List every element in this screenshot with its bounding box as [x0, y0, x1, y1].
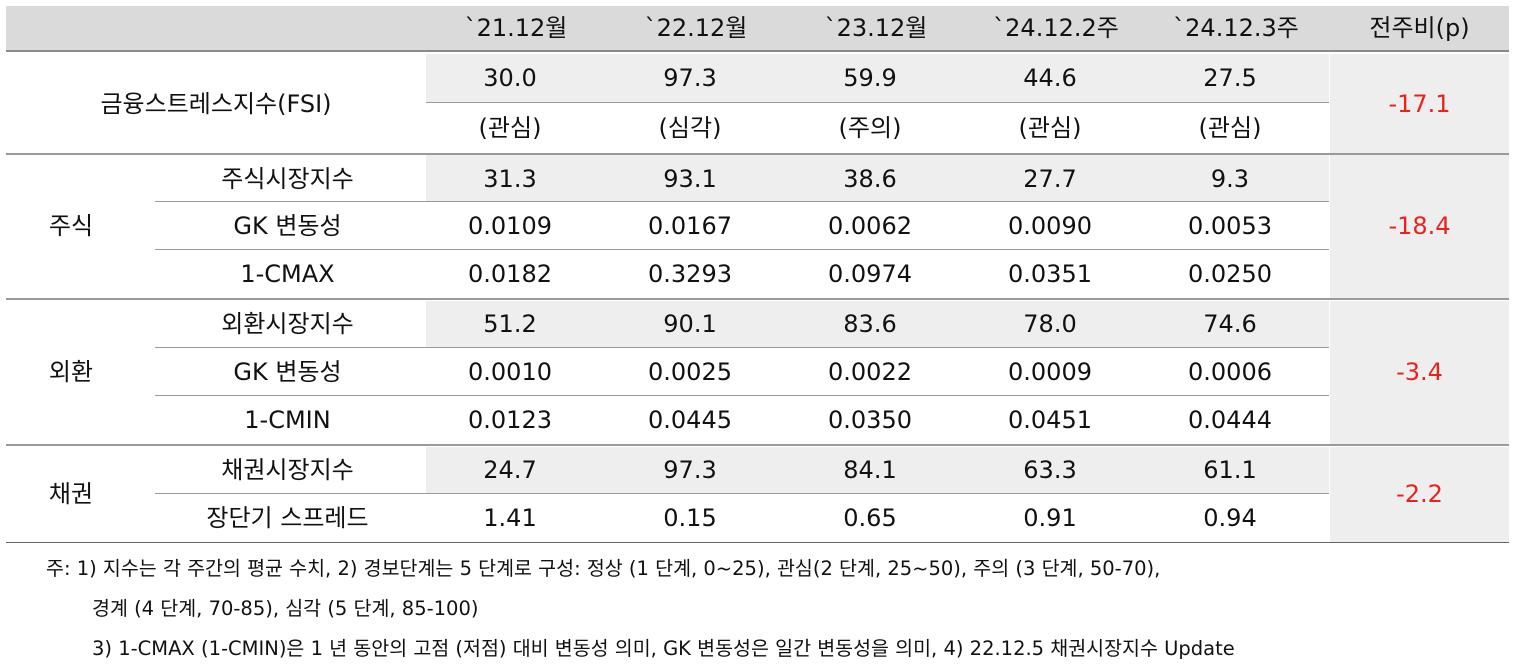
cell-value: 0.0451 [1008, 406, 1092, 434]
cell-value: 0.91 [1023, 504, 1077, 532]
fx-index-band [426, 301, 1329, 347]
cell-value: 0.0182 [468, 260, 552, 288]
bond-weekly-change: -2.2 [1396, 480, 1443, 508]
row-divider [155, 395, 1329, 396]
footnote-line-2: 경계 (4 단계, 70-85), 심각 (5 단계, 85-100) [92, 597, 479, 620]
row-label: 장단기 스프레드 [206, 504, 369, 532]
fsi-values-band [426, 54, 1329, 102]
cell-value: 0.0350 [828, 406, 912, 434]
cell-value: 0.0250 [1188, 260, 1272, 288]
group-separator [6, 298, 1509, 300]
row-label: 외환시장지수 [221, 310, 354, 338]
cell-value: 0.0062 [828, 212, 912, 240]
col-header-24-12-3w: `24.12.3주 [1173, 14, 1299, 42]
fsi-level: (관심) [1198, 114, 1262, 142]
bond-change-band [1330, 447, 1509, 542]
group-label-fx: 외환 [48, 358, 94, 386]
col-header-weekly-change: 전주비(p) [1369, 14, 1470, 42]
cell-value: 0.0974 [828, 260, 912, 288]
cell-value: 27.7 [1023, 165, 1077, 193]
fx-weekly-change: -3.4 [1396, 358, 1443, 386]
cell-value: 93.1 [663, 165, 717, 193]
cell-value: 83.6 [843, 310, 897, 338]
cell-value: 9.3 [1210, 165, 1250, 193]
cell-value: 0.0009 [1008, 358, 1092, 386]
cell-value: 38.6 [843, 165, 897, 193]
cell-value: 0.0444 [1188, 406, 1272, 434]
cell-value: 51.2 [483, 310, 537, 338]
col-header-23-12: `23.12월 [824, 14, 928, 42]
fsi-change-band [1330, 54, 1509, 154]
fsi-value: 44.6 [1023, 64, 1077, 92]
row-label: 주식시장지수 [221, 165, 354, 193]
cell-value: 1.41 [483, 504, 537, 532]
fsi-value: 27.5 [1203, 64, 1257, 92]
row-divider [155, 493, 1329, 494]
fsi-value: 30.0 [483, 64, 537, 92]
cell-value: 0.0090 [1008, 212, 1092, 240]
stock-change-band [1330, 155, 1509, 298]
cell-value: 0.0010 [468, 358, 552, 386]
cell-value: 0.0053 [1188, 212, 1272, 240]
cell-value: 0.0123 [468, 406, 552, 434]
fsi-label: 금융스트레스지수(FSI) [100, 90, 332, 118]
fsi-level: (주의) [838, 114, 902, 142]
row-divider [155, 347, 1329, 348]
fsi-value: 97.3 [663, 64, 717, 92]
row-label: 1-CMIN [244, 406, 331, 434]
cell-value: 84.1 [843, 456, 897, 484]
cell-value: 24.7 [483, 456, 537, 484]
cell-value: 97.3 [663, 456, 717, 484]
table-bottom-rule [6, 542, 1509, 543]
cell-value: 61.1 [1203, 456, 1257, 484]
group-separator [6, 444, 1509, 446]
row-divider [426, 102, 1329, 103]
cell-value: 0.94 [1203, 504, 1257, 532]
group-label-stock: 주식 [48, 212, 94, 240]
fx-change-band [1330, 301, 1509, 444]
cell-value: 0.0006 [1188, 358, 1272, 386]
cell-value: 0.3293 [648, 260, 732, 288]
table-header: `21.12월 `22.12월 `23.12월 `24.12.2주 `24.12… [6, 6, 1509, 52]
cell-value: 0.0445 [648, 406, 732, 434]
cell-value: 63.3 [1023, 456, 1077, 484]
cell-value: 0.0351 [1008, 260, 1092, 288]
cell-value: 78.0 [1023, 310, 1077, 338]
row-divider [155, 201, 1329, 202]
cell-value: 0.0025 [648, 358, 732, 386]
cell-value: 0.65 [843, 504, 897, 532]
stock-index-band [426, 155, 1329, 201]
row-label: 채권시장지수 [221, 456, 354, 484]
fsi-weekly-change: -17.1 [1388, 90, 1451, 118]
row-label: 1-CMAX [240, 260, 335, 288]
cell-value: 0.0022 [828, 358, 912, 386]
bond-index-band [426, 447, 1329, 493]
footnote-line-1: 주: 1) 지수는 각 주간의 평균 수치, 2) 경보단계는 5 단계로 구성… [46, 557, 1161, 580]
row-label: GK 변동성 [233, 212, 342, 240]
row-divider [155, 249, 1329, 250]
col-header-21-12: `21.12월 [464, 14, 568, 42]
stock-weekly-change: -18.4 [1388, 212, 1451, 240]
cell-value: 0.0167 [648, 212, 732, 240]
col-header-22-12: `22.12월 [644, 14, 748, 42]
footnote-line-3: 3) 1-CMAX (1-CMIN)은 1 년 동안의 고점 (저점) 대비 변… [92, 637, 1235, 660]
fsi-level: (관심) [1018, 114, 1082, 142]
cell-value: 0.0109 [468, 212, 552, 240]
group-separator [6, 153, 1509, 155]
cell-value: 0.15 [663, 504, 717, 532]
cell-value: 74.6 [1203, 310, 1257, 338]
row-label: GK 변동성 [233, 358, 342, 386]
group-label-bond: 채권 [48, 480, 94, 508]
cell-value: 90.1 [663, 310, 717, 338]
fsi-value: 59.9 [843, 64, 897, 92]
fsi-level: (심각) [658, 114, 722, 142]
col-header-24-12-2w: `24.12.2주 [993, 14, 1119, 42]
fsi-level: (관심) [478, 114, 542, 142]
cell-value: 31.3 [483, 165, 537, 193]
